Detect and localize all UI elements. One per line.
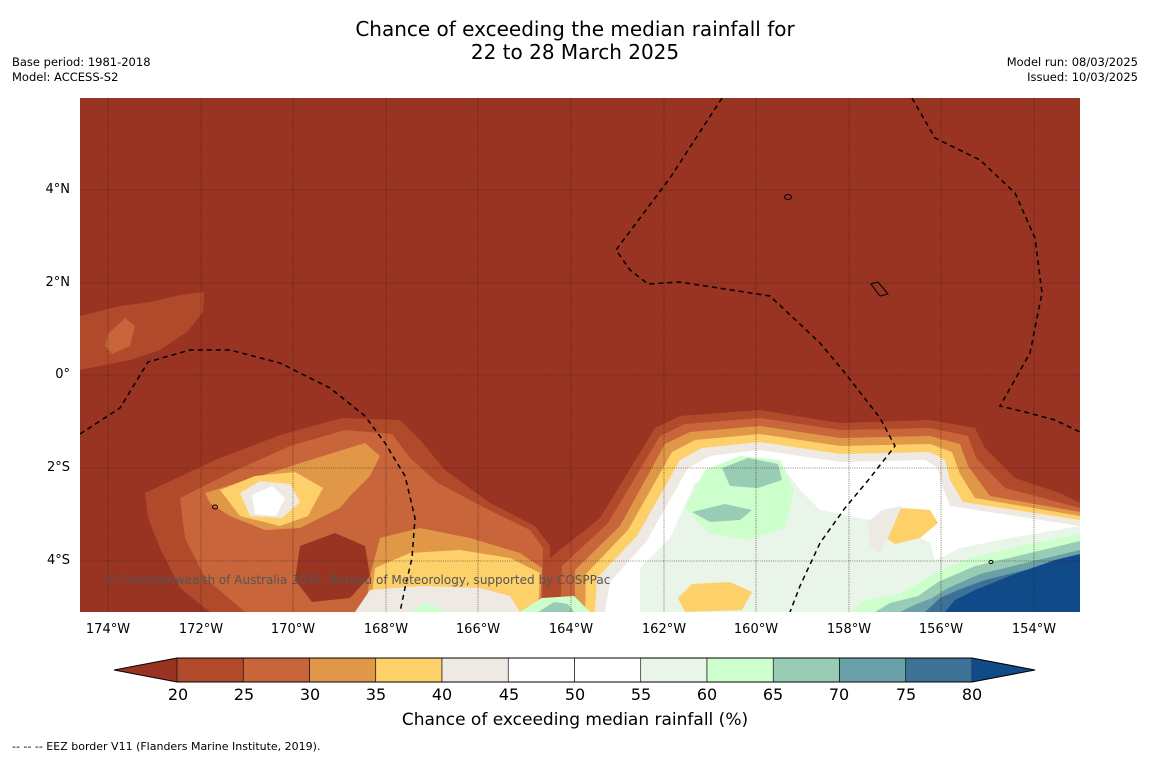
colorbar-tick-55: 55	[630, 685, 652, 704]
title-line-2: 22 to 28 March 2025	[470, 40, 680, 64]
colorbar-segment	[905, 657, 973, 683]
meta-left: Base period: 1981-2018 Model: ACCESS-S2	[12, 55, 151, 85]
contour-sw-20	[295, 533, 370, 602]
colorbar-label: Chance of exceeding median rainfall (%)	[401, 710, 749, 730]
colorbar-tick-25: 25	[233, 685, 255, 704]
colorbar-tick-40: 40	[431, 685, 453, 704]
colorbar-segment	[772, 657, 840, 683]
colorbar-segment	[839, 657, 907, 683]
model-run: Model run: 08/03/2025	[1006, 55, 1138, 69]
lat-tick-2s: 2°S	[46, 460, 70, 475]
lon-tick-158w: 158°W	[826, 622, 872, 637]
graticule	[80, 98, 1080, 612]
eez-border-central	[615, 98, 896, 612]
colorbar-tick-65: 65	[762, 685, 784, 704]
issued-date: Issued: 10/03/2025	[1027, 70, 1138, 84]
colorbar-segment	[375, 657, 443, 683]
colorbar-tick-35: 35	[365, 685, 387, 704]
lon-tick-154w: 154°W	[1011, 622, 1057, 637]
lon-tick-172w: 172°W	[178, 622, 224, 637]
colorbar-tick-50: 50	[564, 685, 586, 704]
lon-tick-166w: 166°W	[455, 622, 501, 637]
title-line-1: Chance of exceeding the median rainfall …	[355, 17, 795, 41]
lon-tick-164w: 164°W	[548, 622, 594, 637]
lon-tick-156w: 156°W	[918, 622, 964, 637]
contour-se-70b	[692, 504, 752, 522]
eez-borders	[80, 98, 1080, 612]
colorbar-segment	[441, 657, 509, 683]
colorbar-tick-30: 30	[299, 685, 321, 704]
lon-tick-170w: 170°W	[270, 622, 316, 637]
eez-border-west	[80, 349, 416, 612]
colorbar-segment	[507, 657, 575, 683]
lat-tick-0: 0°	[55, 367, 70, 382]
colorbar	[114, 657, 1036, 683]
base-period: Base period: 1981-2018	[12, 55, 151, 69]
colorbar-tick-60: 60	[696, 685, 718, 704]
contour-se-65c	[410, 603, 445, 612]
model-name: Model: ACCESS-S2	[12, 70, 119, 84]
colorbar-tick-70: 70	[828, 685, 850, 704]
colorbar-segments	[114, 657, 1035, 683]
contour-se-40b	[678, 582, 752, 612]
meta-right: Model run: 08/03/2025 Issued: 10/03/2025	[1007, 55, 1138, 85]
contour-sw-45b	[355, 586, 520, 612]
lon-tick-168w: 168°W	[363, 622, 409, 637]
lon-tick-160w: 160°W	[733, 622, 779, 637]
contour-se-far-85	[945, 554, 1080, 612]
colorbar-segment	[574, 657, 642, 683]
lat-tick-2n: 2°N	[45, 275, 71, 290]
colorbar-segment	[640, 657, 708, 683]
map-panel	[80, 98, 1080, 612]
colorbar-tick-80: 80	[961, 685, 983, 704]
colorbar-tick-75: 75	[895, 685, 917, 704]
contour-se-70c	[538, 602, 574, 612]
eez-footnote: -- -- -- EEZ border V11 (Flanders Marine…	[12, 740, 321, 753]
colorbar-extend-low	[114, 658, 177, 682]
colorbar-tick-20: 20	[167, 685, 189, 704]
colorbar-outline	[114, 657, 1036, 683]
contour-se-45c	[868, 506, 902, 554]
colorbar-segment	[176, 657, 244, 683]
colorbar-segment	[706, 657, 774, 683]
lon-tick-162w: 162°W	[641, 622, 687, 637]
map-svg	[80, 98, 1080, 612]
colorbar-segment	[242, 657, 310, 683]
lat-tick-4s: 4°S	[46, 553, 70, 568]
contour-sw-50	[252, 486, 285, 516]
copyright-notice: © Commonwealth of Australia 2025, Bureau…	[105, 573, 611, 587]
eez-border-east	[911, 98, 1080, 433]
colorbar-segment	[309, 657, 377, 683]
colorbar-tick-45: 45	[498, 685, 520, 704]
lat-tick-4n: 4°N	[45, 182, 71, 197]
lon-tick-174w: 174°W	[85, 622, 131, 637]
islands	[212, 194, 994, 565]
colorbar-extend-high	[972, 658, 1035, 682]
contour-se-70	[722, 458, 782, 488]
contour-nw-inner	[105, 318, 135, 354]
map-title: Chance of exceeding the median rainfall …	[0, 18, 1150, 64]
